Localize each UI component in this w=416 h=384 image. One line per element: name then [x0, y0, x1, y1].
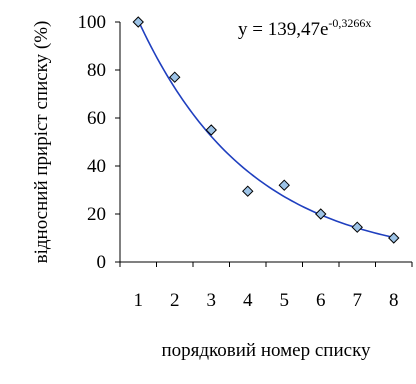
x-tick-label: 8	[389, 290, 399, 311]
data-point	[169, 71, 181, 83]
y-axis-title: відносний приріст списку (%)	[31, 21, 52, 264]
data-point	[205, 124, 217, 136]
y-tick-label: 40	[87, 156, 106, 177]
data-point	[132, 16, 144, 28]
x-tick-label: 1	[134, 290, 144, 311]
y-tick-label: 80	[87, 60, 106, 81]
data-point	[351, 221, 363, 233]
y-tick-label: 0	[97, 252, 107, 273]
data-point	[278, 179, 290, 191]
axes	[119, 22, 412, 263]
y-tick-label: 60	[87, 108, 106, 129]
x-axis-title: порядковий номер списку	[161, 340, 371, 361]
x-tick-label: 7	[353, 290, 363, 311]
x-tick-label: 4	[243, 290, 253, 311]
data-point	[388, 232, 400, 244]
data-point	[315, 208, 327, 220]
data-point	[242, 185, 254, 197]
x-tick-label: 3	[207, 290, 217, 311]
y-tick-label: 20	[87, 204, 106, 225]
equation-exponent: -0,3266x	[328, 16, 371, 30]
x-tick-label: 2	[170, 290, 180, 311]
x-tick-label: 5	[280, 290, 290, 311]
data-points	[132, 16, 400, 244]
trendline-equation: y = 139,47e-0,3266x	[238, 16, 371, 40]
x-tick-label: 6	[316, 290, 326, 311]
y-tick-label: 100	[78, 12, 107, 33]
x-ticks: 1 2 3 4 5 6 7 8	[119, 262, 413, 311]
trendline	[137, 20, 394, 239]
equation-main: y = 139,47e	[238, 19, 328, 40]
y-ticks: 0 20 40 60 80 100	[78, 12, 120, 273]
